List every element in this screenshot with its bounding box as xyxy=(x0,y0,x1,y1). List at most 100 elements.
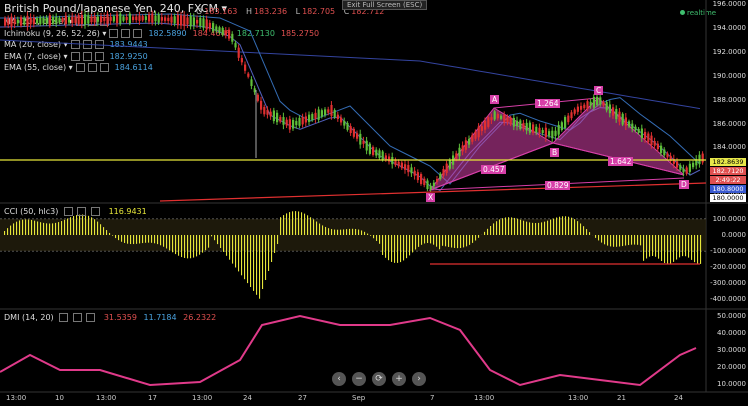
indicator-row[interactable]: EMA (55, close) ▾ 184.6114 xyxy=(4,63,153,72)
cci-bar xyxy=(469,235,471,245)
dmi-eye-icon[interactable] xyxy=(59,313,69,322)
cci-bar xyxy=(460,235,462,248)
candle xyxy=(477,126,480,138)
symbol-dropdown[interactable]: British Pound/Japanese Yen, 240, FXCM ▾ xyxy=(4,2,227,15)
cci-bar xyxy=(676,235,678,260)
candle xyxy=(4,18,7,26)
cci-bar xyxy=(319,223,321,235)
close-icon[interactable] xyxy=(133,28,143,38)
cci-bar xyxy=(625,235,627,246)
cci-bar xyxy=(22,219,24,235)
cci-bar xyxy=(88,215,90,235)
cci-bar xyxy=(52,223,54,235)
indicator-row[interactable]: Ichimoku (9, 26, 52, 26) ▾ 182.5890 184.46… xyxy=(4,28,320,38)
zoom-out-button[interactable]: − xyxy=(352,372,366,386)
candle xyxy=(653,141,656,146)
cci-bar xyxy=(37,221,39,235)
cci-eye-icon[interactable] xyxy=(63,207,73,216)
candle xyxy=(528,122,531,133)
cci-bar xyxy=(601,235,603,243)
close-icon[interactable] xyxy=(94,51,104,61)
cci-bar xyxy=(619,235,621,247)
eye-icon[interactable] xyxy=(70,40,80,49)
cci-bar xyxy=(304,213,306,235)
cci-bar xyxy=(595,235,597,238)
cci-bar xyxy=(685,235,687,257)
cci-settings-icon[interactable] xyxy=(77,207,87,216)
candle xyxy=(263,106,266,115)
cci-bar xyxy=(673,235,675,262)
cci-bar xyxy=(286,213,288,235)
candle xyxy=(663,149,666,156)
cci-bar xyxy=(697,235,699,264)
candle xyxy=(212,23,215,32)
scroll-right-button[interactable]: › xyxy=(412,372,426,386)
candle xyxy=(221,27,224,35)
candle xyxy=(55,17,58,24)
cci-bar xyxy=(382,235,384,255)
dmi-settings-icon[interactable] xyxy=(72,313,82,322)
settings-icon[interactable] xyxy=(87,63,97,72)
cci-bar xyxy=(376,235,378,241)
cci-bar xyxy=(190,235,192,259)
cci-bar xyxy=(526,221,528,235)
cci-close-icon[interactable] xyxy=(91,207,101,216)
settings-icon[interactable] xyxy=(121,28,131,38)
cci-label: CCI (50, hlc3) xyxy=(4,207,59,216)
cci-bar xyxy=(532,222,534,235)
cci-bar xyxy=(256,235,258,295)
cci-bar xyxy=(223,235,225,252)
cci-bar xyxy=(178,235,180,256)
candle xyxy=(170,16,173,23)
candle xyxy=(336,114,339,119)
cci-tick: 100.0000 xyxy=(712,215,746,223)
cci-tick: 0.0000 xyxy=(721,231,747,239)
cci-bar xyxy=(40,222,42,235)
candle xyxy=(128,13,131,24)
candle xyxy=(676,161,679,168)
cci-bar xyxy=(10,225,12,235)
cci-bar xyxy=(34,220,36,235)
ohlc-close: 182.712 xyxy=(351,7,385,16)
cci-bar xyxy=(25,219,27,235)
indicator-label: MA (200, close) xyxy=(4,17,67,26)
eye-icon[interactable] xyxy=(75,63,85,72)
cci-bar xyxy=(670,235,672,264)
cci-bar xyxy=(391,235,393,262)
cci-bar xyxy=(277,235,279,244)
cci-bar xyxy=(406,235,408,259)
candle xyxy=(68,17,71,23)
dmi-close-icon[interactable] xyxy=(86,313,96,322)
candle xyxy=(295,121,298,126)
exit-fullscreen-button[interactable]: Exit Full Screen (ESC) xyxy=(342,0,428,10)
candle xyxy=(586,101,589,109)
candle xyxy=(474,131,477,139)
cci-bar xyxy=(403,235,405,261)
candle xyxy=(509,117,512,125)
cci-bar xyxy=(184,235,186,258)
cci-bar xyxy=(547,220,549,235)
eye-icon[interactable] xyxy=(109,28,119,38)
close-icon[interactable] xyxy=(99,63,109,72)
cci-bar xyxy=(388,235,390,261)
indicator-value: 185.2750 xyxy=(280,28,320,38)
cci-bar xyxy=(550,219,552,235)
scroll-left-button[interactable]: ‹ xyxy=(332,372,346,386)
candle xyxy=(96,16,99,22)
price-tick: 190.0000 xyxy=(712,71,746,80)
cci-bar xyxy=(484,231,486,235)
cci-bar xyxy=(655,235,657,257)
cci-bar xyxy=(46,223,48,235)
cci-bar xyxy=(520,219,522,235)
settings-icon[interactable] xyxy=(82,51,92,61)
eye-icon[interactable] xyxy=(70,51,80,61)
candle xyxy=(340,117,343,123)
reset-button[interactable]: ⟳ xyxy=(372,372,386,386)
cci-bar xyxy=(679,235,681,258)
cci-bar xyxy=(211,235,213,237)
candle xyxy=(23,17,26,25)
cci-bar xyxy=(475,235,477,241)
indicator-row[interactable]: EMA (7, close) ▾ 182.9250 xyxy=(4,51,148,61)
zoom-in-button[interactable]: + xyxy=(392,372,406,386)
